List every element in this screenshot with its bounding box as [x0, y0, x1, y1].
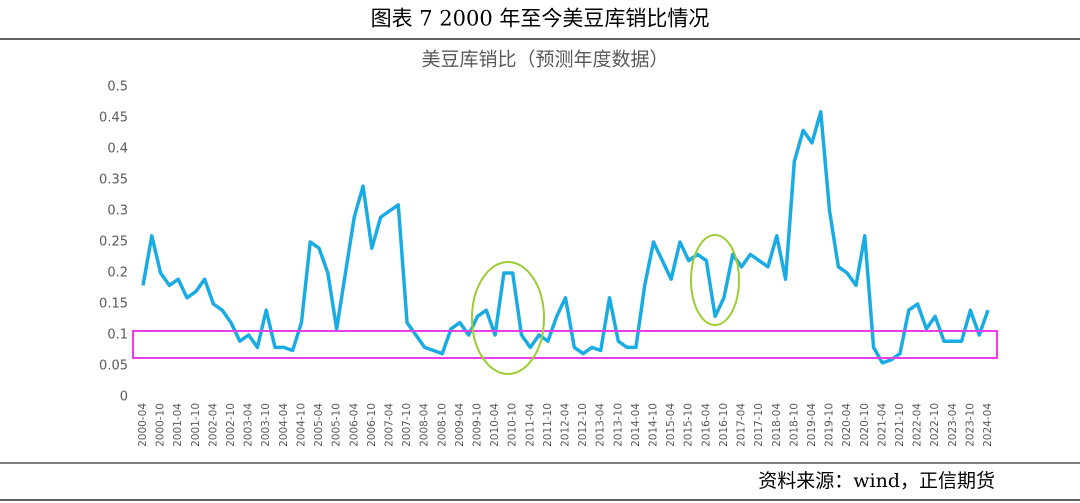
y-tick-label: 0.4	[107, 142, 128, 157]
x-tick-label: 2002-04	[207, 403, 219, 447]
y-tick-label: 0.2	[107, 266, 128, 281]
x-tick-label: 2014-10	[648, 403, 660, 447]
y-tick-label: 0.15	[99, 297, 128, 312]
x-tick-label: 2019-10	[824, 403, 836, 447]
x-tick-label: 2021-10	[894, 403, 906, 447]
x-tick-label: 2011-04	[524, 403, 536, 447]
x-tick-label: 2017-10	[753, 403, 765, 447]
y-tick-label: 0.45	[99, 111, 128, 126]
x-tick-label: 2022-10	[929, 403, 941, 447]
x-tick-label: 2001-04	[172, 403, 184, 447]
x-tick-label: 2024-04	[982, 403, 994, 447]
x-tick-label: 2016-10	[718, 403, 730, 447]
y-tick-label: 0	[120, 390, 128, 405]
x-tick-label: 2004-04	[278, 403, 290, 447]
x-tick-label: 2005-04	[313, 403, 325, 447]
x-tick-label: 2022-04	[912, 403, 924, 447]
y-tick-label: 0.35	[99, 173, 128, 188]
x-tick-label: 2010-10	[507, 403, 519, 447]
x-tick-label: 2007-10	[401, 403, 413, 447]
chart-title: 美豆库销比（预测年度数据）	[421, 49, 668, 71]
x-tick-label: 2015-10	[683, 403, 695, 447]
x-tick-label: 2006-10	[366, 403, 378, 447]
x-tick-label: 2012-10	[577, 403, 589, 447]
x-tick-label: 2010-04	[489, 403, 501, 447]
x-tick-label: 2000-04	[137, 403, 149, 447]
x-tick-label: 2005-10	[331, 403, 343, 447]
highlight-ellipse	[690, 234, 740, 326]
series-line	[141, 110, 990, 365]
x-tick-label: 2008-10	[436, 403, 448, 447]
source: 资料来源：wind，正信期货	[758, 470, 995, 492]
x-tick-label: 2018-10	[788, 403, 800, 447]
y-tick-label: 0.5	[107, 80, 128, 95]
x-tick-label: 2020-10	[859, 403, 871, 447]
x-tick-label: 2023-10	[964, 403, 976, 447]
x-tick-label: 2015-04	[665, 403, 677, 447]
y-tick-label: 0.05	[99, 359, 128, 374]
x-tick-label: 2021-04	[876, 403, 888, 447]
x-tick-label: 2007-04	[383, 403, 395, 447]
x-tick-label: 2003-04	[243, 403, 255, 447]
x-tick-label: 2012-04	[560, 403, 572, 447]
x-tick-label: 2011-10	[542, 403, 554, 447]
x-tick-label: 2013-04	[595, 403, 607, 447]
x-tick-label: 2009-04	[454, 403, 466, 447]
highlight-ellipse	[471, 261, 545, 375]
x-tick-label: 2001-10	[190, 403, 202, 447]
y-tick-label: 0.1	[107, 328, 128, 343]
x-tick-label: 2014-04	[630, 403, 642, 447]
x-tick-label: 2002-10	[225, 403, 237, 447]
highlight-box	[132, 330, 998, 359]
x-tick-label: 2018-04	[771, 403, 783, 447]
x-tick-label: 2003-10	[260, 403, 272, 447]
x-tick-label: 2009-10	[471, 403, 483, 447]
x-tick-label: 2008-04	[419, 403, 431, 447]
x-tick-label: 2013-10	[612, 403, 624, 447]
x-tick-label: 2020-04	[841, 403, 853, 447]
x-tick-label: 2004-10	[295, 403, 307, 447]
x-tick-label: 2019-04	[806, 403, 818, 447]
x-tick-label: 2016-04	[700, 403, 712, 447]
x-tick-label: 2017-04	[736, 403, 748, 447]
plot: 0 0.05 0.1 0.15 0.2 0.25 0.3 0.35 0.4 0.45 0.5 2000…	[99, 80, 994, 447]
x-tick-label: 2023-04	[947, 403, 959, 447]
figure-title: 图表 7 2000 年至今美豆库销比情况	[371, 7, 710, 31]
x-tick-label: 2006-04	[348, 403, 360, 447]
y-tick-label: 0.3	[107, 204, 128, 219]
y-tick-label: 0.25	[99, 235, 128, 250]
x-tick-label: 2000-10	[155, 403, 167, 447]
